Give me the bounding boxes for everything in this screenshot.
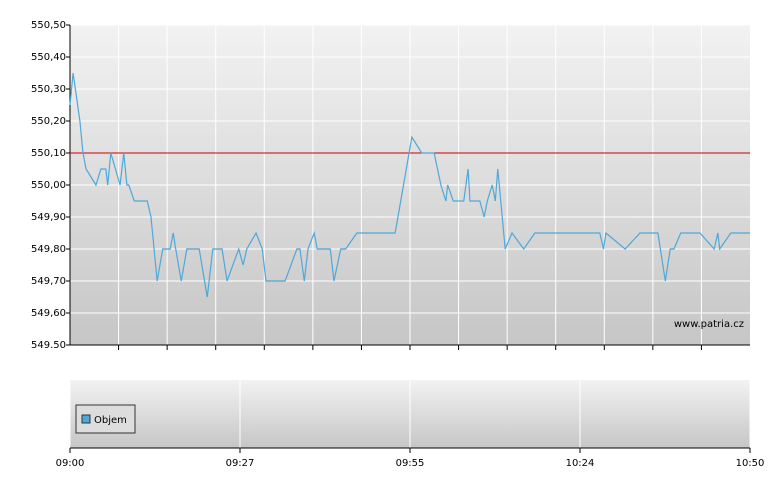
y-tick-label: 550,40 <box>31 52 66 63</box>
y-tick-label: 550,00 <box>31 180 66 191</box>
x-tick-label: 09:27 <box>226 458 255 469</box>
y-tick-label: 549,60 <box>31 308 66 319</box>
y-tick-label: 550,20 <box>31 116 66 127</box>
y-tick-label: 550,30 <box>31 84 66 95</box>
y-tick-label: 550,50 <box>31 20 66 31</box>
watermark: www.patria.cz <box>674 319 744 330</box>
price-line <box>69 72 750 298</box>
x-tick-label: 10:50 <box>736 458 765 469</box>
y-tick-label: 549,70 <box>31 276 66 287</box>
x-tick-label: 10:24 <box>566 458 595 469</box>
y-tick-label: 549,80 <box>31 244 66 255</box>
y-tick-label: 550,10 <box>31 148 66 159</box>
x-tick-label: 09:00 <box>56 458 85 469</box>
legend-swatch <box>81 414 91 424</box>
y-tick-label: 549.50 <box>31 340 66 351</box>
legend-label: Objem <box>94 415 127 426</box>
y-tick-label: 549,90 <box>31 212 66 223</box>
x-tick-label: 09:55 <box>396 458 425 469</box>
